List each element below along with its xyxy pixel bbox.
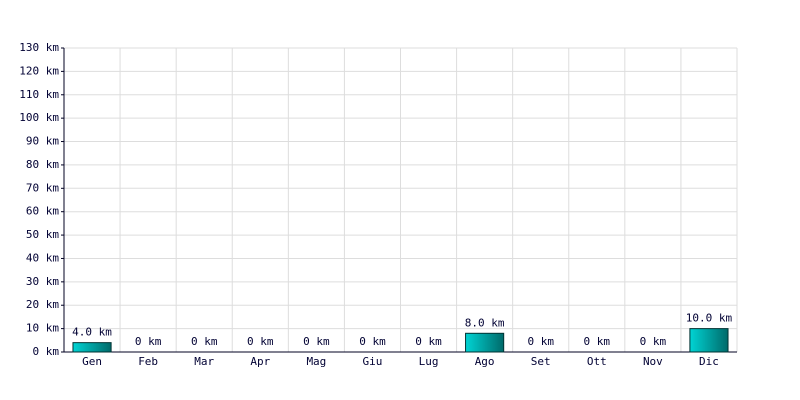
y-tick-label: 0 km <box>33 345 60 358</box>
y-tick-label: 100 km <box>19 111 59 124</box>
y-tick-label: 60 km <box>26 205 59 218</box>
value-label: 0 km <box>303 335 330 348</box>
y-tick-label: 70 km <box>26 181 59 194</box>
y-tick-label: 80 km <box>26 158 59 171</box>
value-label: 0 km <box>247 335 274 348</box>
x-tick-label: Ott <box>587 355 607 368</box>
bar <box>72 342 112 353</box>
value-label: 4.0 km <box>72 326 112 339</box>
bar <box>689 328 729 353</box>
value-label: 0 km <box>527 335 554 348</box>
value-label: 0 km <box>640 335 667 348</box>
value-label: 10.0 km <box>686 312 733 325</box>
y-tick-label: 130 km <box>19 41 59 54</box>
x-tick-label: Lug <box>419 355 439 368</box>
y-tick-label: 110 km <box>19 88 59 101</box>
x-tick-label: Apr <box>250 355 270 368</box>
x-tick-label: Dic <box>699 355 719 368</box>
value-label: 8.0 km <box>465 316 505 329</box>
value-label: 0 km <box>359 335 386 348</box>
x-tick-label: Mag <box>306 355 326 368</box>
y-tick-label: 10 km <box>26 322 59 335</box>
x-tick-label: Gen <box>82 355 102 368</box>
y-tick-label: 50 km <box>26 228 59 241</box>
x-tick-label: Set <box>531 355 551 368</box>
y-tick-label: 20 km <box>26 298 59 311</box>
x-tick-label: Feb <box>138 355 158 368</box>
y-tick-label: 30 km <box>26 275 59 288</box>
value-label: 0 km <box>584 335 611 348</box>
value-label: 0 km <box>191 335 218 348</box>
y-tick-label: 90 km <box>26 135 59 148</box>
x-tick-label: Nov <box>643 355 663 368</box>
value-label: 0 km <box>415 335 442 348</box>
x-tick-label: Giu <box>363 355 383 368</box>
x-tick-label: Mar <box>194 355 214 368</box>
value-label: 0 km <box>135 335 162 348</box>
y-tick-label: 120 km <box>19 64 59 77</box>
x-tick-label: Ago <box>475 355 495 368</box>
bar <box>465 332 505 353</box>
y-tick-label: 40 km <box>26 251 59 264</box>
